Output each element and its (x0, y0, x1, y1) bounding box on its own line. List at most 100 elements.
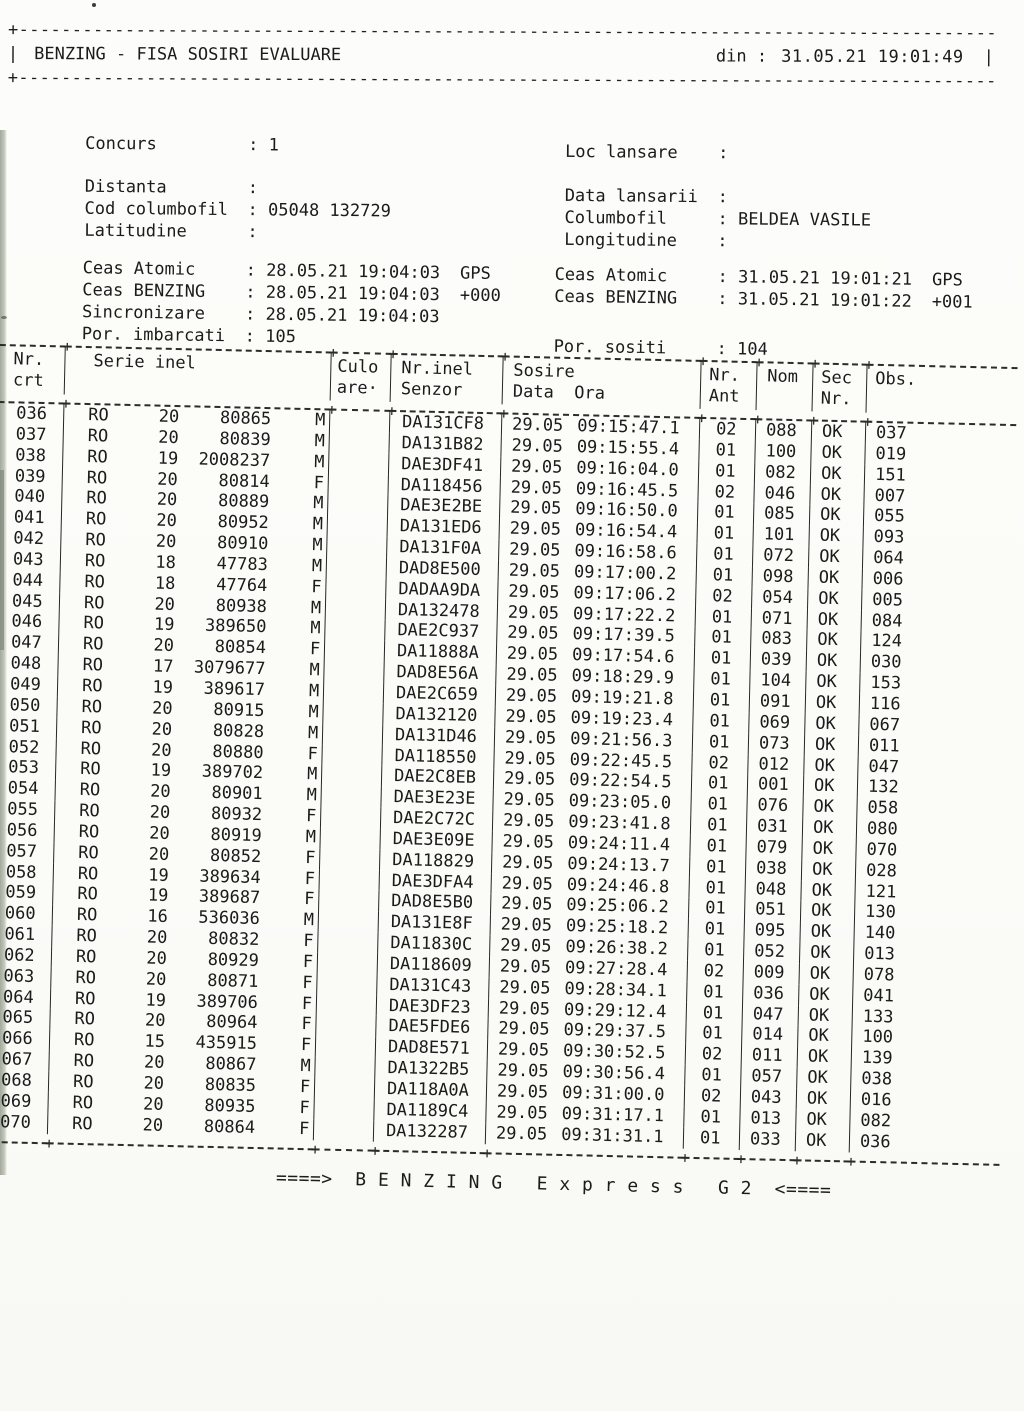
crt-cell: 046 (0, 611, 60, 634)
sensor-cell: DA131B82 (389, 432, 502, 457)
arrival-time: 09:23:05.0 (568, 791, 672, 814)
color-cell (323, 681, 385, 704)
series-number: 80839 (219, 428, 271, 451)
antenna-cell: 01 (693, 689, 751, 712)
antenna-cell: 02 (685, 1044, 743, 1067)
crt-cell: 066 (0, 1028, 51, 1051)
antenna-cell: 01 (688, 898, 746, 921)
color-cell (318, 910, 380, 933)
series-country: RO (83, 613, 105, 634)
sex-cell: F (300, 1035, 312, 1056)
color-cell (328, 473, 389, 496)
scan-speck (1, 316, 7, 319)
crt-cell: 037 (0, 423, 64, 447)
series-year: 20 (144, 1010, 166, 1032)
series-country: RO (86, 467, 108, 488)
color-cell (326, 577, 387, 600)
nom-cell: 039 (750, 649, 808, 672)
color-cell (325, 598, 387, 621)
arrival-time: 09:24:13.7 (567, 853, 670, 877)
arrival-time: 09:26:38.2 (565, 937, 669, 960)
arrival-date: 29.05 (508, 581, 560, 603)
sensor-cell: DA131C43 (377, 974, 490, 998)
series-number: 536036 (198, 907, 261, 930)
sensor-cell: DA118550 (382, 745, 495, 769)
crt-cell: 055 (0, 798, 56, 822)
sex-cell: F (307, 743, 319, 764)
series-number: 389617 (203, 678, 266, 701)
arrival-date: 29.05 (495, 1123, 548, 1145)
nom-cell: 069 (749, 711, 806, 735)
sex-cell: M (308, 681, 320, 702)
arrival-date: 29.05 (510, 477, 563, 499)
series-number: 435915 (195, 1032, 258, 1055)
arrival-time: 09:18:29.9 (571, 666, 675, 689)
color-cell (315, 1035, 377, 1058)
sex-cell: F (311, 576, 322, 598)
antenna-cell: 01 (689, 856, 747, 879)
series-country: RO (80, 717, 102, 739)
sec-cell: OK (796, 1088, 852, 1111)
series-number: 80865 (219, 408, 272, 430)
table-body: 036 RO 20 80865 M DA131CF8 29.05 09:15:47.1 … (0, 402, 1016, 1155)
scanner-edge-artifact-dark (0, 470, 4, 650)
series-year: 19 (152, 677, 174, 698)
series-number: 80915 (213, 699, 265, 721)
arrival-date: 29.05 (509, 518, 562, 540)
series-number: 80828 (212, 720, 265, 742)
color-cell (328, 493, 389, 517)
sex-cell: F (304, 868, 316, 889)
series-year: 19 (148, 865, 169, 886)
series-year: 20 (151, 719, 173, 740)
arrival-time: 09:17:06.2 (573, 582, 677, 606)
nom-cell: 095 (744, 920, 801, 943)
crt-cell: 069 (0, 1090, 49, 1113)
sec-cell: OK (807, 608, 863, 632)
sec-cell: OK (811, 421, 867, 444)
sex-cell: F (299, 1097, 311, 1119)
sex-cell: M (309, 660, 320, 681)
sensor-cell: DAE5FDE6 (376, 1016, 489, 1040)
sensor-cell: DAE2C72C (380, 807, 494, 832)
antenna-cell: 02 (698, 481, 755, 504)
series-year: 20 (153, 635, 175, 657)
color-cell (323, 702, 384, 725)
sensor-cell: DA131E8F (378, 911, 492, 936)
series-year: 19 (147, 885, 169, 907)
antenna-cell: 02 (692, 752, 749, 775)
ceas-benzing2-suffix: +001 (931, 292, 973, 313)
nom-cell: 101 (753, 524, 810, 547)
color-cell (314, 1098, 375, 1121)
crt-cell: 047 (0, 632, 60, 655)
arrival-date: 29.05 (506, 664, 558, 686)
nom-cell: 072 (752, 545, 810, 568)
series-number: 80832 (207, 928, 260, 951)
crt-cell: 070 (0, 1111, 49, 1134)
sec-cell: OK (808, 567, 863, 590)
series-year: 19 (150, 760, 172, 782)
series-year: 20 (156, 489, 178, 511)
series-year: 20 (151, 698, 173, 719)
color-cell (316, 993, 378, 1017)
antenna-cell: 01 (690, 835, 747, 858)
sec-cell: OK (798, 1004, 854, 1027)
sex-cell: M (308, 701, 319, 723)
antenna-cell: 01 (691, 773, 749, 796)
arrival-date: 29.05 (502, 831, 555, 853)
nom-cell: 014 (742, 1024, 799, 1047)
series-number: 80964 (206, 1012, 258, 1034)
crt-cell: 038 (0, 444, 64, 467)
arrival-time: 09:16:04.0 (576, 457, 679, 481)
series-year: 20 (143, 1052, 165, 1074)
arrival-time: 09:21:56.3 (569, 728, 673, 752)
sec-cell: OK (795, 1129, 851, 1153)
antenna-cell: 01 (688, 939, 745, 962)
arrival-time: 09:31:31.1 (560, 1124, 664, 1147)
series-year: 20 (142, 1094, 164, 1115)
column-header-sec: Sec Nr. (812, 364, 868, 413)
series-year: 20 (150, 740, 172, 761)
arrival-date: 29.05 (507, 602, 560, 624)
arrival-date: 29.05 (501, 873, 554, 895)
series-number: 389702 (201, 762, 264, 784)
series-country: RO (77, 884, 99, 905)
